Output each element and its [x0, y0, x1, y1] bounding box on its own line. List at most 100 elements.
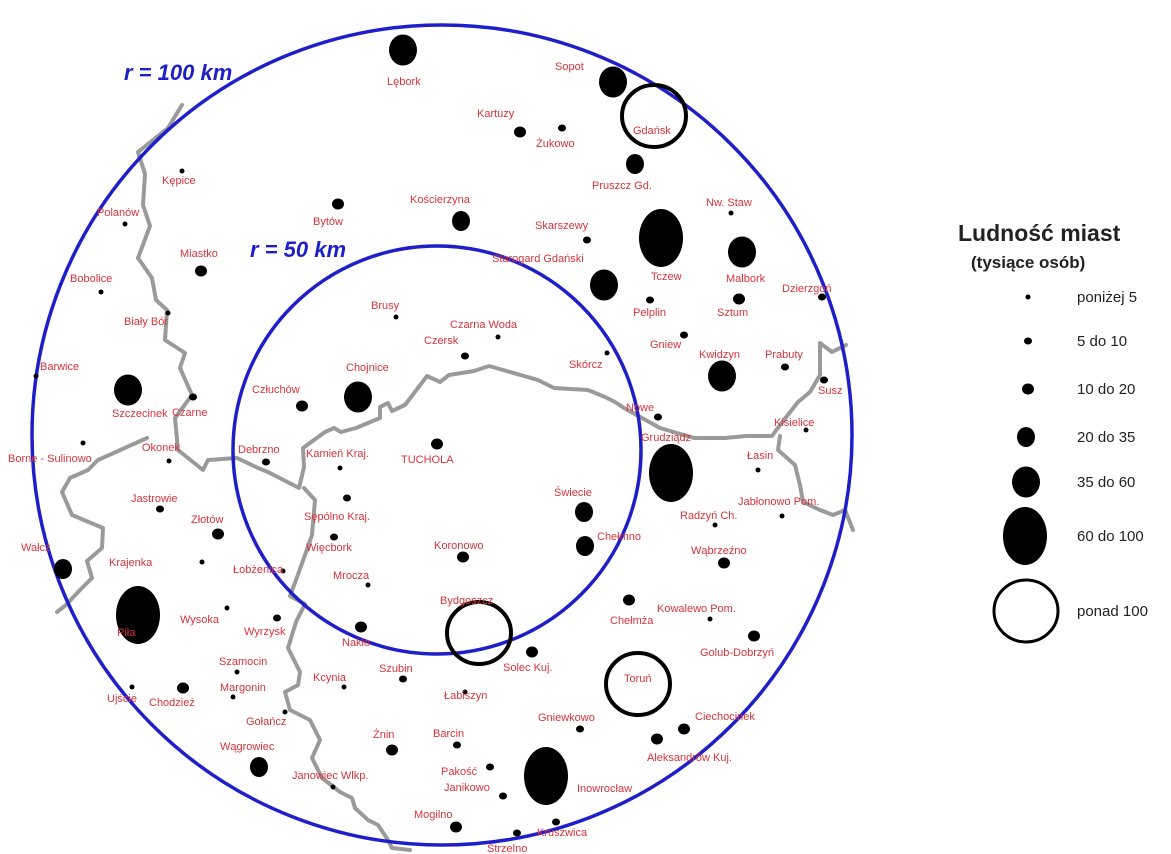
town-inowroclaw: Inowrocław	[524, 747, 632, 805]
town-bytow: Bytów	[313, 198, 344, 228]
town-marker	[728, 210, 734, 216]
town-brusy: Brusy	[371, 300, 400, 320]
legend-subtitle: (tysiące osób)	[971, 253, 1085, 272]
town-marker	[604, 651, 672, 717]
town-label: Wąbrzeźno	[691, 545, 747, 557]
legend-marker	[1022, 383, 1034, 395]
town-chodziez: Chodzież	[149, 682, 195, 709]
town-label: Ciechocinek	[695, 711, 755, 723]
legend-marker	[1012, 466, 1040, 498]
town-czluchow: Człuchów	[252, 384, 308, 412]
town-mrocza: Mrocza	[333, 570, 371, 588]
town-label: Jabłonowo Pom.	[738, 496, 819, 508]
town-margonin: Margonin	[220, 682, 266, 700]
legend-title: Ludność miast	[958, 220, 1121, 246]
town-marker	[755, 467, 761, 473]
town-ujscie: Ujście	[107, 684, 137, 705]
town-susz: Susz	[818, 376, 842, 397]
town-label: Dzierzgoń	[782, 283, 832, 295]
legend-marker	[1024, 337, 1032, 345]
town-nowe: Nowe	[626, 402, 662, 421]
town-marker	[230, 694, 236, 700]
town-krajenka: Krajenka	[109, 557, 205, 569]
town-wagrowiec: Wągrowiec	[220, 741, 275, 777]
town-label: Ujście	[107, 693, 137, 705]
town-marker	[639, 209, 683, 267]
town-naklo: Nakło	[342, 621, 370, 649]
town-chojnice: Chojnice	[344, 362, 389, 413]
town-label: Tczew	[651, 271, 682, 283]
town-marker	[552, 818, 560, 826]
town-label: Polanów	[97, 207, 139, 219]
legend-item: 35 do 60	[1012, 466, 1135, 498]
town-marker	[129, 684, 135, 690]
town-marker	[98, 289, 104, 295]
town-marker	[620, 83, 688, 149]
town-marker	[626, 154, 644, 174]
town-label: Gdańsk	[633, 125, 671, 137]
town-marker	[712, 522, 718, 528]
town-janowiec-wlkp: Janowiec Wlkp.	[292, 770, 368, 790]
town-label: Żnin	[373, 728, 394, 741]
town-marker	[199, 559, 205, 565]
town-lasin: Łasin	[747, 450, 773, 473]
town-prabuty: Prabuty	[765, 349, 803, 371]
town-barwice: Barwice	[33, 361, 79, 379]
town-label: Borne - Sulinowo	[8, 453, 92, 465]
town-label: Wyrzysk	[244, 626, 286, 638]
town-label: Pruszcz Gd.	[592, 180, 652, 192]
town-wabrzezno: Wąbrzeźno	[691, 545, 747, 569]
legend-item: ponad 100	[992, 578, 1148, 644]
town-lebork: Lębork	[387, 34, 421, 88]
town-lobzenica: Łobżenica	[233, 564, 286, 576]
town-label: Nowe	[626, 402, 654, 414]
town-marker	[330, 784, 336, 790]
town-marker	[576, 536, 594, 556]
town-label: Golub-Dobrzyń	[700, 647, 774, 659]
town-jastrowie: Jastrowie	[131, 493, 177, 513]
town-label: Chełmża	[610, 615, 654, 627]
town-marker	[393, 314, 399, 320]
town-marker	[499, 792, 507, 800]
legend-label: 10 do 20	[1077, 381, 1135, 398]
town-swiecie: Świecie	[554, 486, 593, 522]
town-label: Łasin	[747, 450, 773, 462]
town-czersk: Czersk	[424, 335, 469, 360]
town-jablonowo-pom: Jabłonowo Pom.	[738, 496, 819, 519]
town-kepice: Kępice	[162, 168, 196, 187]
town-label: Janowiec Wlkp.	[292, 770, 368, 782]
town-label: Solec Kuj.	[503, 662, 553, 674]
town-marker	[604, 350, 610, 356]
town-marker	[33, 373, 39, 379]
town-golancz: Gołańcz	[246, 709, 288, 728]
legend-label: poniżej 5	[1077, 289, 1137, 306]
town-label: Aleksandrów Kuj.	[647, 752, 732, 764]
town-dzierzgon: Dzierzgoń	[782, 283, 832, 301]
town-label: Mrocza	[333, 570, 370, 582]
town-label: Barwice	[40, 361, 79, 373]
town-marker	[486, 763, 494, 771]
town-marker	[341, 684, 347, 690]
town-label: Lębork	[387, 76, 421, 88]
town-miastko: Miastko	[180, 248, 218, 277]
town-marker	[708, 360, 736, 392]
legend-marker	[1003, 507, 1047, 565]
town-marker	[262, 458, 270, 466]
town-label: Czarne	[172, 407, 207, 419]
town-janikowo: Janikowo	[444, 782, 507, 800]
town-chelmno: Chełmno	[576, 531, 641, 556]
town-bialy-bor: Biały Bór	[124, 310, 171, 328]
town-label: Czersk	[424, 335, 459, 347]
town-label: Kościerzyna	[410, 194, 471, 206]
town-marker	[599, 66, 627, 98]
town-bydgoszcz: Bydgoszcz	[440, 595, 513, 666]
town-label: Złotów	[191, 514, 223, 526]
town-marker	[224, 605, 230, 611]
town-marker	[332, 198, 344, 210]
town-label: Malbork	[726, 273, 766, 285]
town-borne-sulinowo: Borne - Sulinowo	[8, 440, 92, 465]
legend-label: 35 do 60	[1077, 474, 1135, 491]
town-marker	[576, 725, 584, 733]
town-strzelno: Strzelno	[487, 829, 527, 854]
town-szubin: Szubin	[379, 663, 413, 683]
